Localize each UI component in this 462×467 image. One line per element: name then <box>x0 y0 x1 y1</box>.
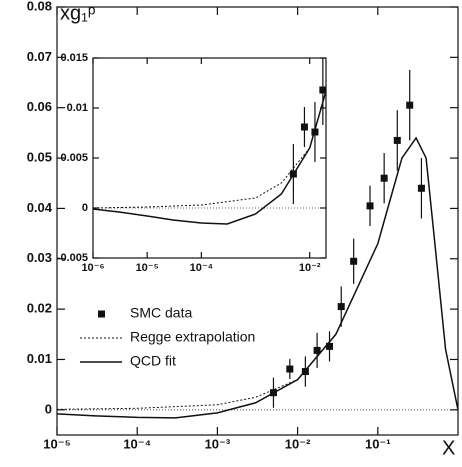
y-axis-label: xg₁ᵖ <box>60 2 95 24</box>
data-point <box>366 202 374 210</box>
data-point <box>326 342 334 350</box>
x-tick-label: 10⁻² <box>299 262 321 274</box>
axes: 10⁻⁵ 10⁻⁴ 10⁻³ 10⁻² 10⁻¹ 0 0.01 0.02 0.03 0.04 0.0… <box>27 0 458 451</box>
data-point <box>313 346 321 354</box>
legend-label: SMC data <box>130 305 192 321</box>
legend-label: QCD fit <box>130 353 176 369</box>
data-point <box>286 365 294 373</box>
y-tick-label: 0.05 <box>27 149 52 164</box>
data-point <box>319 86 326 94</box>
data-point <box>300 123 308 131</box>
inset-background <box>93 58 326 258</box>
legend-label: Regge extrapolation <box>130 329 255 345</box>
y-tick-label: 0 <box>82 202 88 214</box>
legend-marker <box>98 310 105 318</box>
main-plot <box>57 69 458 419</box>
x-axis-label: X <box>442 437 455 459</box>
x-tick-label: 10⁻⁶ <box>81 262 104 274</box>
y-tick-label: 0.03 <box>27 250 52 265</box>
data-point <box>350 257 358 265</box>
x-tick-label: 10⁻⁵ <box>43 436 70 451</box>
y-tick-label: 0.01 <box>27 351 52 366</box>
x-tick-label: 10⁻¹ <box>365 436 391 451</box>
x-tick-label: 10⁻³ <box>205 436 231 451</box>
regge-curve <box>57 379 298 410</box>
y-tick-label: 0.04 <box>27 200 53 215</box>
data-point <box>337 303 345 311</box>
data-point <box>393 136 401 144</box>
data-point <box>380 174 388 182</box>
y-tick-label: 0.08 <box>27 0 52 13</box>
legend: SMC data Regge extrapolation QCD fit <box>80 305 255 369</box>
regge-curve <box>93 147 311 209</box>
x-tick-label: 10⁻⁴ <box>190 262 213 274</box>
y-tick-label: 0 <box>45 401 52 416</box>
inset-plot <box>93 58 326 225</box>
y-tick-label: 0.005 <box>60 152 88 164</box>
y-tick-label: -0.005 <box>57 252 88 264</box>
y-tick-label: 0.02 <box>27 301 52 316</box>
plot-frame <box>56 6 459 436</box>
fit-curve <box>93 88 326 225</box>
data-point <box>406 101 414 109</box>
x-tick-label: 10⁻⁴ <box>123 436 151 451</box>
y-tick-label: 0.06 <box>27 99 52 114</box>
y-tick-label: 0.01 <box>67 102 88 114</box>
fit-curve <box>57 136 458 419</box>
data-point <box>417 184 425 192</box>
y-tick-label: 0.015 <box>60 52 88 64</box>
x-tick-label: 10⁻² <box>285 436 311 451</box>
y-tick-label: 0.07 <box>27 49 52 64</box>
x-tick-label: 10⁻⁵ <box>136 262 159 274</box>
